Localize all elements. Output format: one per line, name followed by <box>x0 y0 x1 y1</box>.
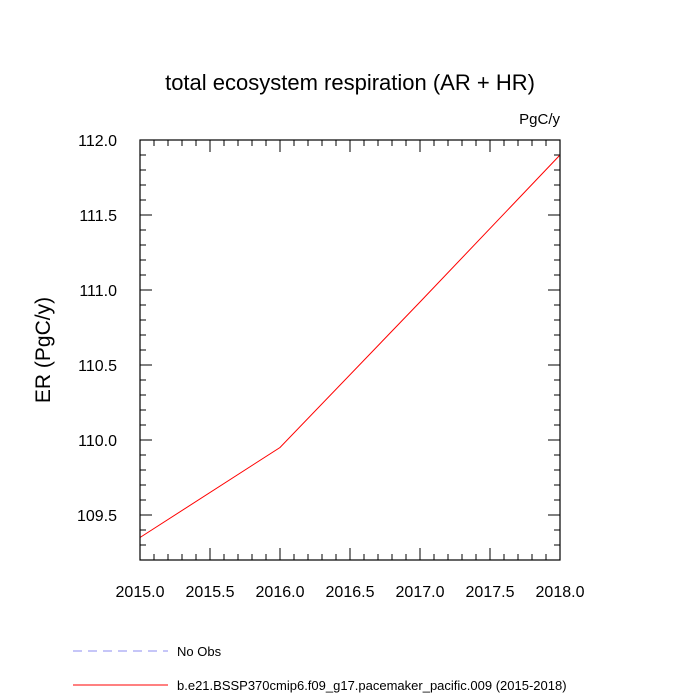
series-layer <box>139 154 561 538</box>
x-tick-label: 2016.0 <box>256 584 305 601</box>
y-tick-label: 109.5 <box>77 508 117 525</box>
y-tick-label: 110.0 <box>78 433 117 450</box>
x-tick-label: 2018.0 <box>536 584 585 601</box>
x-tick-label: 2015.5 <box>186 584 235 601</box>
x-tick-label: 2015.0 <box>116 584 165 601</box>
x-tick-label: 2017.0 <box>396 584 445 601</box>
legend: No Obs b.e21.BSSP370cmip6.f09_g17.pacemak… <box>73 644 567 693</box>
x-tick-label: 2017.5 <box>466 584 515 601</box>
y-tick-label: 111.0 <box>79 283 117 300</box>
plot-frame <box>139 139 561 561</box>
y-tick-label: 110.5 <box>78 358 117 375</box>
legend-label: No Obs <box>177 644 222 659</box>
y-tick-label: 112.0 <box>78 133 117 150</box>
chart-title: total ecosystem respiration (AR + HR) <box>165 70 535 95</box>
legend-label: b.e21.BSSP370cmip6.f09_g17.pacemaker_pac… <box>177 678 567 693</box>
y-tick-label: 111.5 <box>79 208 117 225</box>
tick-labels: 2015.0 2015.5 2016.0 2016.5 2017.0 2017.5 2018… <box>77 133 585 601</box>
y-axis-label: ER (PgC/y) <box>32 297 55 403</box>
series-line <box>139 154 561 538</box>
units-label: PgC/y <box>519 111 560 128</box>
x-tick-label: 2016.5 <box>326 584 375 601</box>
